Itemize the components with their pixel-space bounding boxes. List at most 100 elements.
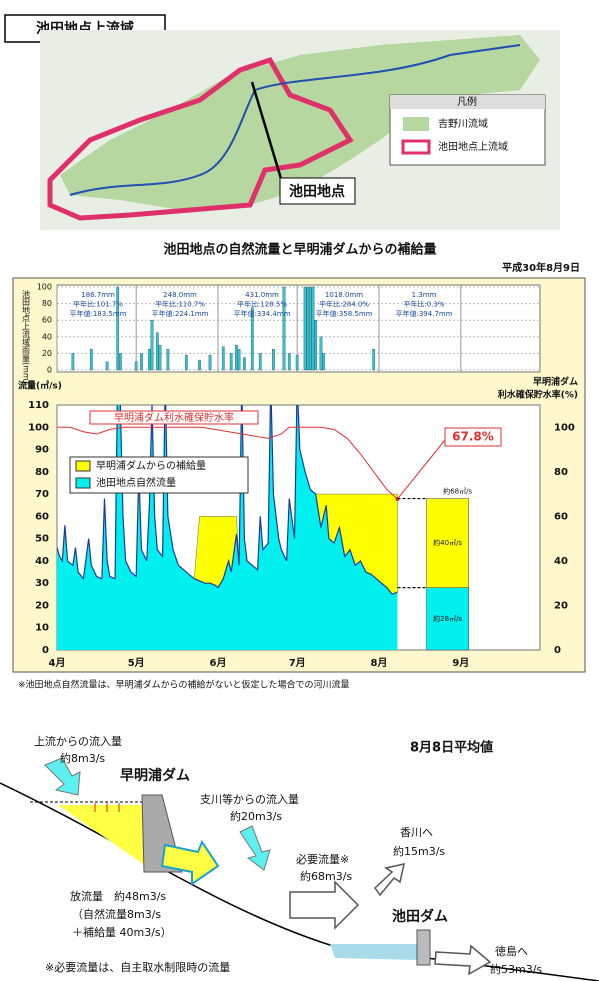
- total-label: 約68㎥/s: [443, 487, 472, 496]
- y-tick-label: 0: [47, 366, 52, 375]
- bar: [372, 349, 376, 371]
- label: 約8m3/s: [60, 751, 105, 765]
- month-note: 431.0mm: [245, 291, 279, 299]
- required-arrow: [289, 880, 360, 930]
- month-note: 平年値:334.4mm: [233, 309, 290, 318]
- figure-date: 平成30年8月9日: [502, 261, 580, 274]
- bar: [309, 286, 312, 371]
- inflow-arrow: [44, 757, 81, 796]
- legend-label: 早明浦ダムからの補給量: [96, 459, 206, 472]
- legend-swatch: [403, 117, 429, 131]
- month-note: 1.3mm: [412, 291, 437, 299]
- x-tick-label: 5月: [128, 657, 145, 669]
- y2-tick-label: 20: [554, 600, 568, 611]
- callout-line: [397, 439, 446, 500]
- y-tick-label: 60: [42, 316, 52, 325]
- y-tick-label: 50: [35, 534, 49, 545]
- y2-tick-label: 0: [554, 645, 561, 656]
- month-note: 186.7mm: [81, 291, 115, 299]
- y-tick-label: 100: [28, 422, 49, 433]
- tributary-arrow: [239, 825, 271, 871]
- y-tick-label: 70: [35, 489, 49, 500]
- data-label: 約28㎥/s: [433, 614, 462, 623]
- callout-box: [279, 177, 356, 205]
- month-note: 平年値:183.5mm: [69, 309, 126, 318]
- label: 香川へ: [400, 826, 433, 839]
- dam-lower: [416, 929, 431, 966]
- reservoir: [58, 805, 146, 866]
- y-tick-label: 10: [35, 623, 49, 634]
- y2-tick-label: 60: [554, 511, 568, 522]
- storage-line: [57, 426, 398, 500]
- map-legend-title: 凡例: [457, 95, 477, 108]
- bar: [148, 349, 151, 371]
- bar: [426, 498, 469, 588]
- label: 8月8日平均値: [410, 740, 493, 756]
- y2-label: 利水確保貯水率(%): [497, 389, 578, 401]
- x-tick-label: 4月: [49, 657, 66, 669]
- x-tick-label: 8月: [371, 657, 388, 669]
- bar: [306, 286, 310, 371]
- month-note: 平年値:394.7mm: [395, 309, 452, 318]
- map-legend-head: [390, 95, 545, 109]
- y-tick-label: 60: [35, 511, 49, 522]
- y-tick-label: 20: [42, 349, 52, 358]
- month-note: 平年比:101.7%: [73, 300, 123, 309]
- label: （自然流量8m3/s: [72, 907, 161, 921]
- month-note: 248.0mm: [163, 291, 197, 299]
- bar: [287, 353, 291, 371]
- flow-y-label: 流量(㎥/s): [18, 380, 62, 392]
- basin: [60, 35, 540, 210]
- bar: [184, 354, 188, 371]
- tokushima-arrow: [434, 944, 492, 976]
- legend-swatch: [401, 139, 431, 155]
- rain-y-label: 池田地点上流域雨量(mm): [22, 289, 31, 384]
- month-note: 1018.0mm: [325, 291, 363, 299]
- bar: [243, 357, 246, 371]
- bar: [166, 349, 170, 371]
- bar: [295, 354, 299, 371]
- bar: [314, 320, 318, 371]
- lower-water: [330, 944, 420, 960]
- flow-series: [57, 405, 398, 650]
- label: 放流量 約48m3/s: [70, 889, 166, 903]
- y-tick-label: 0: [42, 645, 49, 656]
- label: ※必要流量は、自主取水制限時の流量: [45, 960, 230, 974]
- legend: [69, 456, 249, 494]
- level-arrows: [94, 803, 120, 812]
- label: 徳島へ: [495, 944, 528, 958]
- map: 池田地点 凡例 吉野川流域 池田地点上流域: [40, 30, 560, 230]
- label: 約68m3/s: [300, 869, 352, 883]
- bar: [272, 349, 275, 371]
- y-tick-label: 40: [35, 556, 49, 567]
- callout-arrow: [250, 81, 284, 183]
- bar: [229, 353, 233, 371]
- kagawa-arrow: [374, 863, 405, 897]
- legend-swatch: [75, 460, 91, 472]
- bar: [118, 353, 122, 371]
- x-tick-label: 7月: [289, 657, 306, 669]
- label: ＋補給量 40m3/s）: [72, 925, 172, 939]
- callout-box: [444, 427, 502, 447]
- bar: [134, 361, 138, 371]
- y-tick-label: 40: [42, 332, 52, 341]
- y-tick-label: 80: [35, 467, 49, 478]
- bar: [221, 346, 225, 371]
- bar: [237, 349, 241, 371]
- bar: [140, 353, 143, 371]
- bar: [208, 354, 212, 371]
- bar: [258, 353, 262, 371]
- callout-label: 67.8%: [452, 430, 494, 444]
- bar: [155, 332, 159, 371]
- river: [69, 44, 521, 196]
- natural-area: [57, 405, 398, 650]
- map-legend-label: 池田地点上流域: [438, 140, 508, 153]
- footnote: ※池田地点自然流量は、早明浦ダムからの補給がないと仮定した場合での河川流量: [18, 679, 350, 691]
- label: 約53m3/s: [490, 962, 542, 976]
- y2-tick-label: 80: [554, 467, 568, 478]
- series-label-box: [89, 410, 259, 425]
- bar: [235, 344, 238, 371]
- y-tick-label: 100: [37, 283, 52, 292]
- bar: [150, 320, 154, 371]
